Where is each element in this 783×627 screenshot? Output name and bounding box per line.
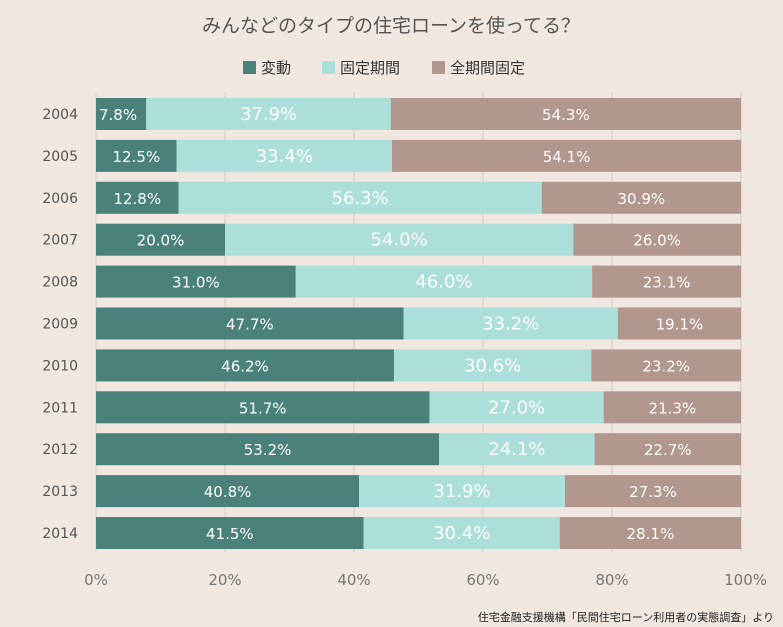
legend-swatch-2 (432, 61, 445, 74)
year-label-2010: 2010 (42, 358, 78, 374)
bar-2007-series-1 (225, 223, 574, 256)
bar-label-2007-series-2: 26.0% (633, 232, 681, 250)
bar-label-2009-series-2: 19.1% (656, 316, 704, 334)
bar-label-2010-series-1: 30.6% (464, 355, 521, 376)
bar-2010-series-2 (591, 349, 741, 382)
legend-label-0: 変動 (261, 59, 291, 77)
bar-label-2004-series-0: 7.8% (99, 106, 137, 124)
bar-2004-series-2 (390, 98, 741, 130)
bar-2007-series-2 (573, 223, 741, 256)
year-label-2011: 2011 (42, 400, 78, 416)
year-label-2005: 2005 (42, 149, 78, 165)
x-tick-1: 20% (208, 571, 241, 589)
x-tick-2: 40% (337, 571, 370, 589)
bar-label-2012-series-0: 53.2% (244, 441, 292, 459)
bar-label-2014-series-2: 28.1% (627, 525, 675, 543)
bar-label-2010-series-2: 23.2% (642, 357, 690, 375)
bar-2013-series-1 (359, 475, 565, 508)
bar-label-2008-series-0: 31.0% (172, 274, 220, 292)
x-tick-0: 0% (84, 571, 108, 589)
x-tick-4: 80% (595, 571, 628, 589)
bar-label-2013-series-2: 27.3% (629, 483, 677, 501)
bar-2011-series-1 (429, 391, 604, 424)
year-label-2004: 2004 (42, 107, 78, 123)
bar-2010-series-1 (393, 349, 592, 382)
bar-2006-series-2 (541, 181, 741, 214)
bar-label-2010-series-0: 46.2% (221, 357, 269, 375)
bar-2008-series-1 (295, 265, 593, 298)
bar-2009-series-1 (403, 307, 618, 340)
year-label-2006: 2006 (42, 191, 78, 207)
bar-label-2012-series-2: 22.7% (644, 441, 692, 459)
bar-label-2009-series-1: 33.2% (482, 314, 539, 335)
legend-label-1: 固定期間 (340, 59, 400, 77)
bar-label-2009-series-0: 47.7% (226, 316, 274, 334)
year-labels: 2004 2005 2006 2007 2008 2009 2010 2011 2012 2013… (42, 107, 78, 542)
bar-label-2008-series-2: 23.1% (643, 274, 691, 292)
year-label-2013: 2013 (42, 484, 78, 500)
bar-2008-series-2 (592, 265, 741, 298)
bar-label-2004-series-1: 37.9% (240, 104, 297, 125)
bar-label-2013-series-1: 31.9% (433, 481, 490, 502)
bar-2011-series-2 (603, 391, 741, 424)
bar-2009-series-0 (96, 307, 404, 340)
bar-2008-series-0 (96, 265, 296, 298)
bar-2006-series-1 (178, 181, 542, 214)
bar-2006-series-0 (96, 181, 179, 214)
bar-2013-series-0 (96, 475, 360, 508)
bar-label-2004-series-2: 54.3% (542, 106, 590, 124)
year-label-2007: 2007 (42, 233, 78, 249)
bar-2012-series-2 (594, 433, 741, 466)
bar-2005-series-2 (392, 139, 741, 172)
bar-2004-series-0 (96, 98, 147, 130)
bar-label-2014-series-0: 41.5% (206, 525, 254, 543)
bar-2004-series-1 (146, 98, 391, 130)
bar-label-2006-series-2: 30.9% (618, 190, 666, 208)
bar-label-2008-series-1: 46.0% (415, 272, 472, 293)
legend-swatch-0 (243, 61, 256, 74)
year-label-2012: 2012 (42, 442, 78, 458)
bar-2014-series-2 (559, 517, 741, 549)
x-tick-5: 100% (724, 571, 767, 589)
year-label-2008: 2008 (42, 275, 78, 291)
chart-title: みんなどのタイプの住宅ローンを使ってる？ (202, 15, 580, 37)
bar-label-2013-series-0: 40.8% (204, 483, 252, 501)
year-label-2009: 2009 (42, 317, 78, 333)
bar-2009-series-2 (617, 307, 741, 340)
bar-2005-series-1 (176, 139, 393, 172)
bar-label-2012-series-1: 24.1% (488, 439, 545, 460)
bar-2007-series-0 (96, 223, 225, 256)
bar-2014-series-1 (363, 517, 560, 549)
legend-swatch-1 (322, 61, 335, 74)
x-tick-3: 60% (466, 571, 499, 589)
bar-label-2011-series-1: 27.0% (488, 397, 545, 418)
legend-label-2: 全期間固定 (450, 59, 525, 77)
bars: 7.8% 37.9% 54.3% 12.5% 33.4% 54.1% 12.8% 56.3% 3… (96, 98, 741, 549)
bar-2012-series-0 (96, 433, 440, 466)
bar-label-2005-series-2: 54.1% (543, 148, 591, 166)
bar-label-2011-series-0: 51.7% (239, 399, 287, 417)
bar-label-2011-series-2: 21.3% (648, 399, 696, 417)
x-axis-ticks: 0% 20% 40% 60% 80% 100% (84, 571, 767, 589)
bar-2011-series-0 (96, 391, 430, 424)
bar-2014-series-0 (96, 517, 364, 549)
bar-2013-series-2 (564, 475, 741, 508)
bar-2012-series-1 (439, 433, 595, 466)
bar-label-2014-series-1: 30.4% (433, 523, 490, 544)
source-note: 住宅金融支援機構「民間住宅ローン利用者の実態調査」より (478, 610, 774, 624)
bar-2005-series-0 (96, 139, 177, 172)
bar-label-2005-series-1: 33.4% (256, 146, 313, 167)
bar-2010-series-0 (96, 349, 394, 382)
bar-label-2005-series-0: 12.5% (112, 148, 160, 166)
bar-label-2006-series-0: 12.8% (113, 190, 161, 208)
bar-label-2007-series-0: 20.0% (137, 232, 185, 250)
legend: 変動 固定期間 全期間固定 (243, 59, 525, 77)
year-label-2014: 2014 (42, 526, 78, 542)
bar-label-2006-series-1: 56.3% (332, 188, 389, 209)
bar-label-2007-series-1: 54.0% (371, 230, 428, 251)
